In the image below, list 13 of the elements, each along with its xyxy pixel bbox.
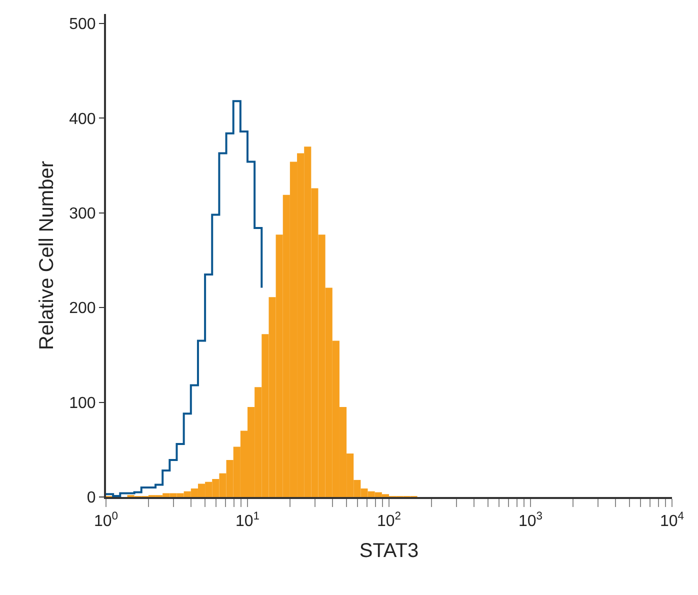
- x-tick-label: 10$^{4}$: [660, 510, 684, 530]
- x-tick-label: 10$^{3}$: [518, 510, 543, 530]
- y-axis-title: Relative Cell Number: [36, 160, 58, 350]
- y-tick-label: 100: [69, 394, 96, 412]
- x-tick-label: 10$^{1}$: [235, 510, 260, 530]
- y-tick-label: 300: [69, 205, 96, 222]
- x-tick-label: 10$^{2}$: [376, 510, 402, 530]
- y-tick-label: 200: [69, 300, 96, 318]
- x-axis-title: STAT3: [359, 540, 419, 562]
- y-tick-label: 400: [69, 110, 96, 128]
- y-tick-label: 0: [86, 490, 96, 507]
- x-tick-label: 10$^{0}$: [94, 510, 118, 530]
- y-tick-label: 500: [69, 16, 96, 34]
